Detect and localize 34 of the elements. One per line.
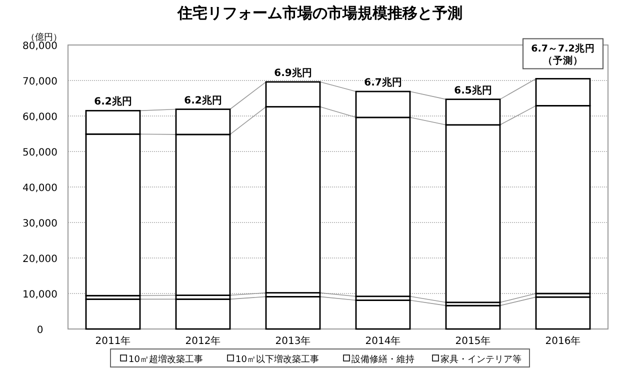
legend-label: 家具・インテリア等 xyxy=(440,354,522,365)
x-tick-label: 2016年 xyxy=(545,335,581,347)
x-tick-label: 2014年 xyxy=(365,335,401,347)
y-tick-label: 80,000 xyxy=(22,41,58,52)
bar xyxy=(355,300,411,330)
y-tick-label: 20,000 xyxy=(22,254,58,265)
legend-label: 10㎡以下増改築工事 xyxy=(236,354,319,365)
annotation: 6.7～7.2兆円 xyxy=(531,42,595,55)
bar xyxy=(175,298,231,330)
y-axis-title: （億円） xyxy=(26,32,62,43)
x-tick-label: 2012年 xyxy=(185,335,221,347)
x-tick-label: 2011年 xyxy=(95,335,131,347)
y-tick-label: 10,000 xyxy=(22,290,58,300)
legend-label: 10㎡超増改築工事 xyxy=(128,354,203,365)
legend-label: 設備修繕・維持 xyxy=(352,354,414,365)
annotation: 6.2兆円 xyxy=(94,96,132,108)
annotation: 6.5兆円 xyxy=(454,84,492,96)
chart-title: 住宅リフォーム市場の市場規模推移と予測 xyxy=(176,4,462,22)
y-tick-label: 40,000 xyxy=(22,183,58,194)
bar xyxy=(85,298,141,330)
annotation: （予測） xyxy=(543,54,583,67)
annotation: 6.2兆円 xyxy=(184,94,222,106)
y-tick-label: 50,000 xyxy=(22,148,58,158)
x-tick-label: 2013年 xyxy=(275,335,311,347)
annotation: 6.7兆円 xyxy=(364,76,402,89)
y-tick-label: 60,000 xyxy=(22,112,58,123)
x-tick-label: 2015年 xyxy=(455,335,491,347)
bar xyxy=(265,296,321,330)
annotation: 6.9兆円 xyxy=(274,66,312,79)
y-tick-label: 30,000 xyxy=(22,218,58,230)
bar xyxy=(445,304,501,330)
y-tick-label: 70,000 xyxy=(22,76,58,88)
y-tick-label: 0 xyxy=(36,325,44,336)
bar xyxy=(535,296,591,330)
